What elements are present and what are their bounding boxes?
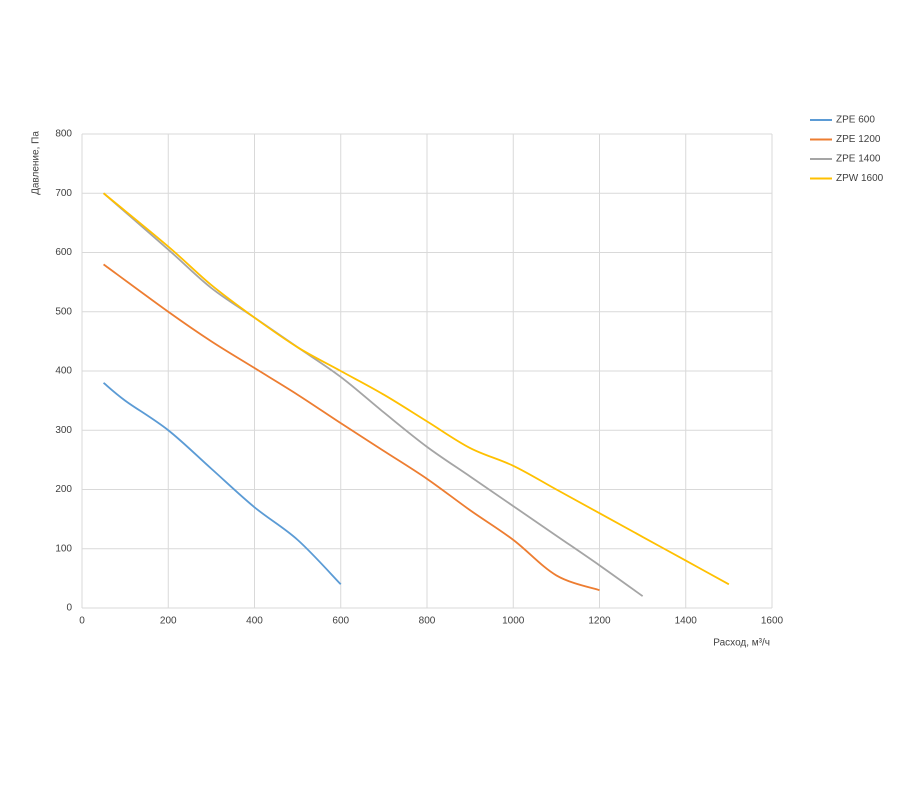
series-line [103, 263, 600, 592]
series-line [102, 382, 342, 585]
legend-label: ZPE 600 [836, 115, 875, 126]
x-tick-label: 1200 [588, 616, 611, 627]
x-tick-label: 1600 [761, 616, 784, 627]
x-tick-label: 400 [246, 616, 263, 627]
x-tick-label: 1400 [675, 616, 698, 627]
x-axis-label: Расход, м³/ч [713, 638, 770, 649]
y-tick-label: 200 [55, 484, 72, 495]
x-tick-label: 1000 [502, 616, 525, 627]
x-tick-label: 0 [79, 616, 85, 627]
y-tick-label: 600 [55, 247, 72, 258]
legend-label: ZPW 1600 [836, 173, 884, 184]
legend-label: ZPE 1200 [836, 134, 881, 145]
series-line [102, 192, 644, 597]
x-tick-label: 200 [160, 616, 177, 627]
y-tick-label: 0 [66, 603, 72, 614]
x-tick-label: 600 [332, 616, 349, 627]
legend-label: ZPE 1400 [836, 154, 881, 165]
y-tick-label: 400 [55, 366, 72, 377]
y-tick-label: 700 [55, 188, 72, 199]
y-tick-label: 300 [55, 425, 72, 436]
y-tick-label: 500 [55, 306, 72, 317]
series-line [102, 192, 730, 586]
x-tick-label: 800 [419, 616, 436, 627]
y-tick-label: 800 [55, 129, 72, 140]
y-tick-label: 100 [55, 543, 72, 554]
y-axis-label: Давление, Па [31, 131, 42, 195]
